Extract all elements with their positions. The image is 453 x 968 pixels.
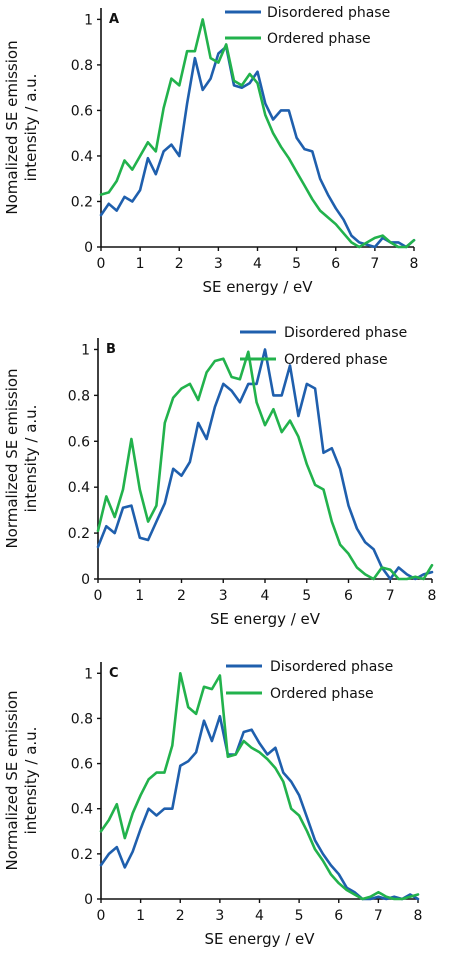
x-tick-label: 5: [302, 588, 311, 604]
y-axis-label-line: Normalized SE emission: [3, 368, 21, 548]
x-tick-label: 8: [414, 908, 423, 924]
y-tick-label: 1: [84, 666, 93, 682]
x-tick-label: 3: [219, 588, 228, 604]
x-tick-label: 4: [253, 256, 262, 272]
y-axis-label-line: intensity / a.u.: [22, 74, 40, 182]
panel-label: C: [109, 666, 119, 681]
legend-label: Disordered phase: [284, 325, 407, 341]
x-tick-label: 2: [177, 588, 186, 604]
x-tick-label: 7: [370, 256, 379, 272]
panel-label: A: [109, 12, 119, 27]
legend-label: Ordered phase: [270, 686, 374, 702]
x-tick-label: 1: [136, 908, 145, 924]
x-tick-label: 4: [255, 908, 264, 924]
x-tick-label: 5: [295, 908, 304, 924]
y-tick-label: 0.4: [71, 149, 93, 165]
y-axis-label-line: intensity / a.u.: [22, 405, 40, 513]
chart-panel-c: 0 0.2 0.4 0.6 0.8 1 0 1 2 3 4 5 6 7 8 SE energy / eV Nor…: [3, 659, 422, 948]
y-tick-label: 1: [81, 342, 90, 358]
x-tick-label: 4: [261, 588, 270, 604]
x-tick-label: 7: [386, 588, 395, 604]
x-tick-label: 0: [97, 256, 106, 272]
x-tick-label: 3: [214, 256, 223, 272]
y-tick-label: 0.8: [68, 388, 90, 404]
x-tick-label: 6: [331, 256, 340, 272]
series-line-ordered: [96, 350, 434, 581]
series-line-disordered: [99, 45, 416, 249]
legend-label: Ordered phase: [267, 31, 371, 47]
y-tick-label: 0.2: [71, 847, 93, 863]
series-line-ordered: [99, 671, 420, 901]
x-tick-label: 1: [135, 588, 144, 604]
x-tick-label: 0: [94, 588, 103, 604]
y-tick-label: 0: [84, 892, 93, 908]
y-tick-label: 0.8: [71, 58, 93, 74]
y-axis-label-line: intensity / a.u.: [22, 727, 40, 835]
y-tick-label: 1: [84, 12, 93, 28]
x-tick-label: 2: [176, 908, 185, 924]
series-line-disordered: [99, 714, 420, 901]
y-tick-label: 0: [81, 572, 90, 588]
y-axis-label-line: Nomalized SE emission: [3, 40, 21, 214]
x-tick-label: 0: [97, 908, 106, 924]
chart-panel-b: 0 0.2 0.4 0.6 0.8 1 0 1 2 3 4 5 6 7 8 SE energy / eV Nor…: [3, 325, 436, 628]
y-axis-label-line: Normalized SE emission: [3, 690, 21, 870]
y-tick-label: 0.4: [68, 480, 90, 496]
chart-panel-a: 0 0.2 0.4 0.6 0.8 1 0 1 2 3 4 5 6 7 8 SE energy / eV Nom…: [3, 5, 418, 296]
legend-label: Ordered phase: [284, 352, 388, 368]
x-tick-label: 2: [175, 256, 184, 272]
x-tick-label: 8: [410, 256, 419, 272]
x-tick-label: 6: [344, 588, 353, 604]
x-tick-label: 8: [428, 588, 437, 604]
y-tick-label: 0.2: [68, 526, 90, 542]
series-line-ordered: [99, 18, 416, 249]
x-tick-label: 7: [374, 908, 383, 924]
legend-label: Disordered phase: [267, 5, 390, 21]
x-tick-label: 1: [136, 256, 145, 272]
legend-label: Disordered phase: [270, 659, 393, 675]
y-tick-label: 0.6: [71, 103, 93, 119]
y-tick-label: 0.4: [71, 802, 93, 818]
series-line-disordered: [96, 348, 434, 581]
x-tick-label: 5: [292, 256, 301, 272]
x-axis-label: SE energy / eV: [210, 610, 321, 628]
x-tick-label: 6: [334, 908, 343, 924]
x-tick-label: 3: [215, 908, 224, 924]
x-axis-label: SE energy / eV: [204, 930, 315, 948]
x-axis-label: SE energy / eV: [202, 278, 313, 296]
y-tick-label: 0.6: [71, 757, 93, 773]
y-tick-label: 0.8: [71, 711, 93, 727]
y-tick-label: 0: [84, 240, 93, 256]
panel-label: B: [106, 342, 116, 357]
y-tick-label: 0.2: [71, 194, 93, 210]
y-tick-label: 0.6: [68, 434, 90, 450]
